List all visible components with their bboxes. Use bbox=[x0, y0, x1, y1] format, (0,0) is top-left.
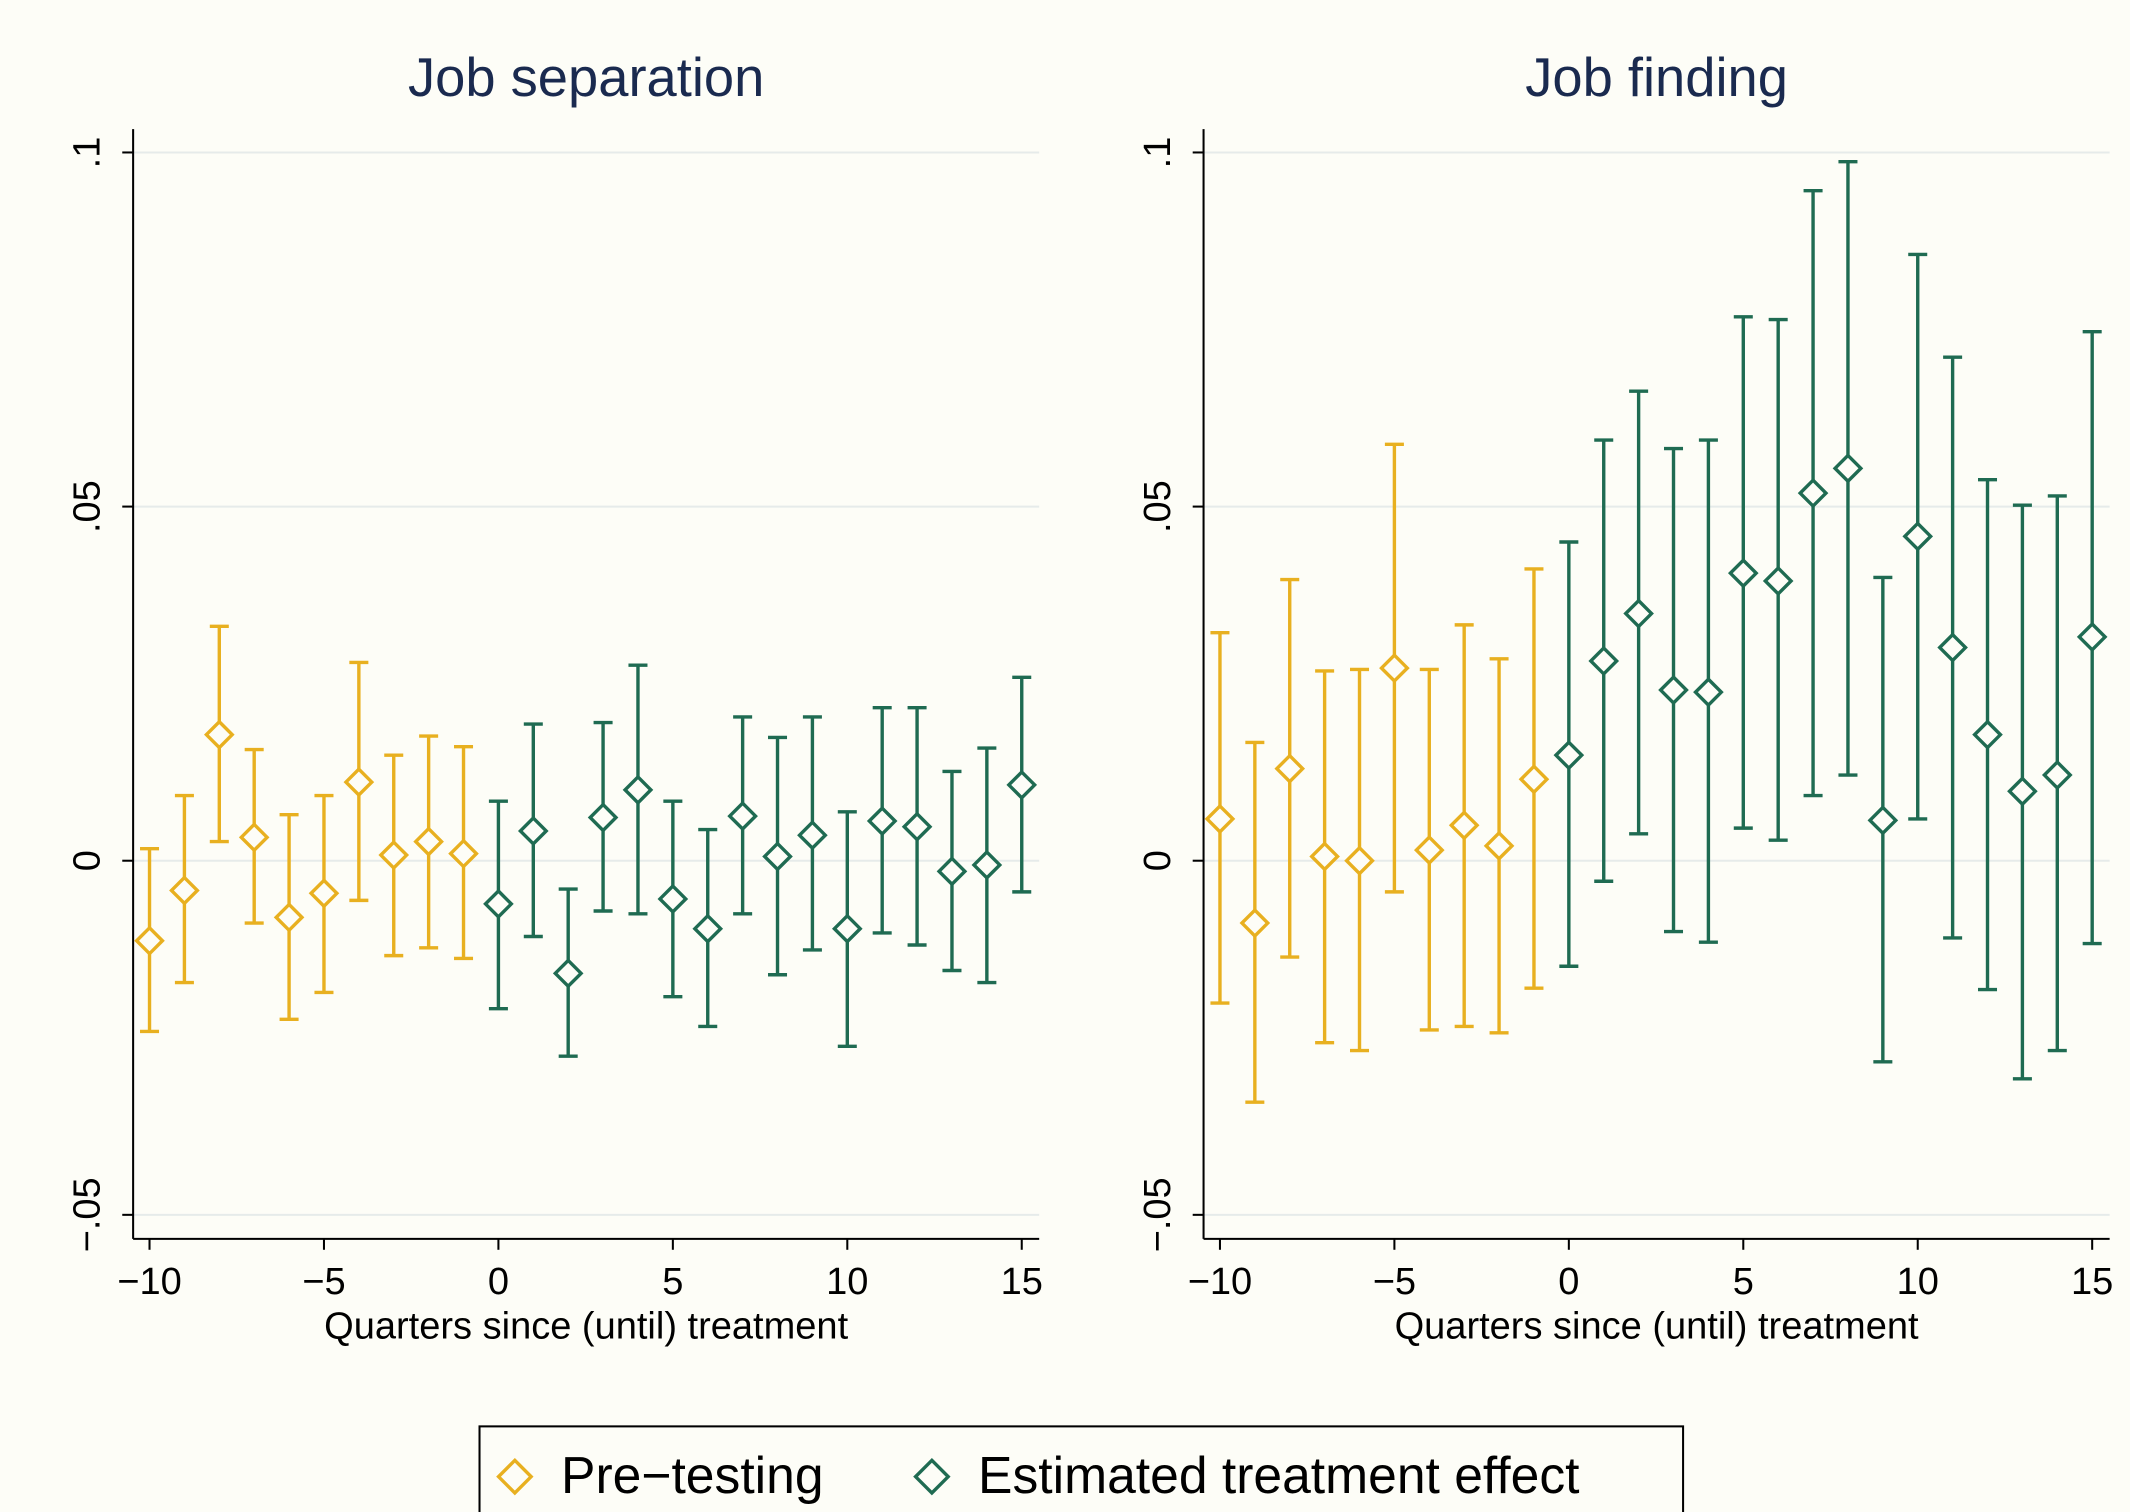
y-tick-label: .05 bbox=[67, 480, 109, 533]
point-marker bbox=[831, 913, 863, 945]
x-tick-label: 10 bbox=[826, 1261, 868, 1303]
x-tick-label: 5 bbox=[662, 1261, 683, 1303]
y-tick-label: −.05 bbox=[1137, 1177, 1179, 1252]
panel-title: Job separation bbox=[408, 47, 764, 108]
y-tick-label: .05 bbox=[1137, 480, 1179, 533]
point-marker bbox=[1867, 805, 1899, 836]
legend-marker bbox=[913, 1457, 951, 1496]
legend-label: Pre−testing bbox=[561, 1446, 824, 1504]
point-marker bbox=[1006, 769, 1038, 801]
point-marker bbox=[866, 805, 898, 837]
point-marker bbox=[1518, 763, 1550, 795]
x-tick-label: −10 bbox=[117, 1261, 182, 1303]
point-marker bbox=[1553, 739, 1585, 771]
y-tick-label: 0 bbox=[67, 850, 109, 871]
point-marker bbox=[1832, 453, 1864, 484]
legend-label: Estimated treatment effect bbox=[978, 1446, 1579, 1504]
point-marker bbox=[1309, 841, 1340, 872]
point-marker bbox=[134, 925, 165, 957]
point-marker bbox=[378, 839, 410, 871]
x-tick-label: −10 bbox=[1188, 1261, 1253, 1303]
x-axis-label: Quarters since (until) treatment bbox=[324, 1306, 848, 1348]
point-marker bbox=[308, 877, 340, 909]
point-marker bbox=[1937, 632, 1968, 663]
point-marker bbox=[1658, 674, 1689, 706]
point-marker bbox=[2041, 759, 2073, 791]
point-marker bbox=[622, 774, 654, 806]
point-marker bbox=[238, 822, 270, 853]
x-axis-label: Quarters since (until) treatment bbox=[1395, 1306, 1919, 1348]
x-tick-label: 0 bbox=[488, 1261, 509, 1303]
point-marker bbox=[448, 838, 479, 869]
point-marker bbox=[1413, 834, 1445, 866]
point-marker bbox=[1448, 809, 1480, 841]
point-marker bbox=[483, 888, 514, 920]
point-marker bbox=[901, 811, 933, 843]
point-marker bbox=[1239, 907, 1271, 939]
y-tick-label: .1 bbox=[1137, 137, 1179, 169]
point-marker bbox=[343, 766, 375, 798]
x-tick-label: 10 bbox=[1897, 1261, 1939, 1303]
x-tick-label: 0 bbox=[1558, 1261, 1579, 1303]
point-marker bbox=[1972, 719, 2003, 750]
point-marker bbox=[1693, 676, 1724, 708]
point-marker bbox=[1379, 652, 1410, 684]
point-marker bbox=[727, 800, 758, 832]
point-marker bbox=[273, 902, 305, 933]
point-marker bbox=[692, 913, 724, 945]
point-marker bbox=[1797, 477, 1829, 509]
point-marker bbox=[1344, 845, 1375, 877]
point-marker bbox=[1204, 803, 1236, 835]
point-marker bbox=[1902, 521, 1934, 552]
legend-box bbox=[478, 1425, 1685, 1512]
point-marker bbox=[552, 958, 584, 989]
x-tick-label: −5 bbox=[302, 1261, 345, 1303]
point-marker bbox=[657, 883, 689, 915]
point-marker bbox=[797, 819, 828, 851]
point-marker bbox=[1483, 830, 1515, 862]
point-marker bbox=[587, 802, 619, 833]
point-marker bbox=[1588, 645, 1620, 677]
point-marker bbox=[762, 841, 793, 872]
panel-title: Job finding bbox=[1525, 47, 1788, 108]
point-marker bbox=[936, 856, 968, 887]
y-tick-label: −.05 bbox=[67, 1177, 109, 1252]
point-marker bbox=[1727, 557, 1759, 589]
point-marker bbox=[2076, 621, 2108, 653]
point-marker bbox=[2007, 775, 2038, 807]
point-marker bbox=[1274, 753, 1306, 784]
point-marker bbox=[1762, 565, 1794, 597]
x-tick-label: 5 bbox=[1733, 1261, 1754, 1303]
y-tick-label: 0 bbox=[1137, 850, 1179, 871]
legend-marker bbox=[496, 1457, 534, 1496]
point-marker bbox=[413, 826, 444, 857]
x-tick-label: 15 bbox=[1001, 1261, 1043, 1303]
x-tick-label: −5 bbox=[1373, 1261, 1416, 1303]
point-marker bbox=[169, 875, 200, 906]
y-tick-label: .1 bbox=[67, 137, 109, 169]
point-marker bbox=[971, 849, 1003, 881]
point-marker bbox=[203, 719, 235, 750]
point-marker bbox=[1623, 598, 1654, 629]
x-tick-label: 15 bbox=[2071, 1261, 2113, 1303]
point-marker bbox=[517, 815, 549, 847]
